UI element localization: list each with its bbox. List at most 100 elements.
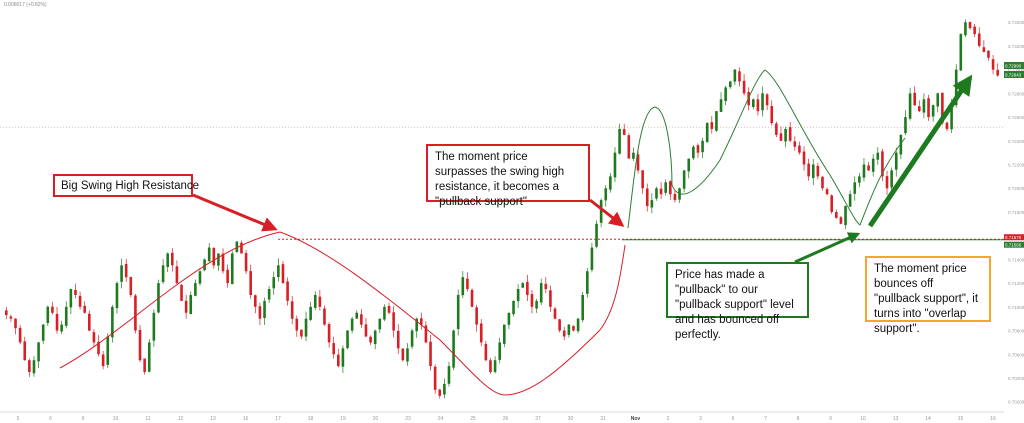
y-tick-label: 0.71800 <box>1008 210 1024 215</box>
candle-body <box>406 348 409 362</box>
candle-body <box>876 152 880 160</box>
candle-body <box>235 241 239 253</box>
candle-body <box>535 300 538 309</box>
candle-body <box>28 360 31 373</box>
x-tick-label: 3 <box>699 416 702 422</box>
candle-body <box>595 223 598 247</box>
candle-body <box>931 105 935 117</box>
candle-body <box>586 271 589 294</box>
candle-body <box>867 165 870 171</box>
candle-body <box>927 98 930 118</box>
arrow-swing-high <box>192 193 278 232</box>
candle-body <box>996 69 999 76</box>
candle-body <box>346 330 349 349</box>
candle-body <box>793 141 797 147</box>
candle-body <box>599 200 603 223</box>
candle-body <box>161 265 165 283</box>
candle-body <box>194 283 197 296</box>
candle-body <box>922 99 926 113</box>
candle-body <box>521 283 525 288</box>
price-badge <box>1004 62 1024 69</box>
arrow-surpass <box>589 198 625 227</box>
x-tick-label: 20 <box>373 416 379 422</box>
x-tick-label: 16 <box>243 416 249 422</box>
candle-body <box>258 306 262 319</box>
x-tick-label: 15 <box>958 416 964 422</box>
candle-body <box>871 158 875 172</box>
candle-body <box>816 165 820 177</box>
candle-body <box>733 69 737 82</box>
candle-body <box>41 324 45 341</box>
y-tick-label: 0.72600 <box>1008 115 1024 120</box>
candle-body <box>539 283 543 303</box>
price-badge <box>1004 71 1024 78</box>
candle-body <box>885 176 889 189</box>
candle-body <box>332 343 335 355</box>
candle-body <box>364 324 368 337</box>
candle-body <box>484 343 488 361</box>
y-tick-label: 0.73400 <box>1008 20 1024 25</box>
candle-body <box>452 330 455 368</box>
candle-body <box>728 81 732 88</box>
candle-body <box>848 194 852 207</box>
candle-body <box>784 128 787 142</box>
candle-body <box>987 50 990 58</box>
candle-body <box>558 319 561 331</box>
candle-body <box>143 358 146 373</box>
candle-body <box>908 93 912 119</box>
candle-body <box>295 318 299 331</box>
candle-body <box>802 151 806 165</box>
price-badge-label: 0.72943 <box>1005 73 1022 78</box>
x-tick-label: 13 <box>893 416 899 422</box>
candle-body <box>581 294 584 321</box>
candle-body <box>415 318 418 332</box>
candle-body <box>719 99 723 112</box>
x-tick-label: 31 <box>600 416 606 422</box>
candle-body <box>964 22 967 36</box>
candle-body <box>742 80 746 94</box>
candle-body <box>134 295 137 331</box>
y-tick-label: 0.71400 <box>1008 257 1024 262</box>
candle-body <box>83 305 86 313</box>
candle-body <box>88 313 91 331</box>
level-badge-label: 0.71566 <box>1005 243 1022 248</box>
candle-body <box>401 348 405 361</box>
price-badge-label: 0.72990 <box>1005 64 1022 69</box>
candle-body <box>9 316 13 319</box>
candle-body <box>387 306 391 313</box>
candle-body <box>184 300 188 313</box>
candle-body <box>807 163 810 177</box>
candle-body <box>821 176 824 189</box>
candle-body <box>120 265 123 282</box>
candle-body <box>941 92 944 124</box>
candle-body <box>613 152 617 178</box>
candle-body <box>825 189 829 195</box>
candle-body <box>226 269 229 284</box>
y-tick-label: 0.71000 <box>1008 305 1024 310</box>
candle-body <box>392 312 395 331</box>
x-tick-label: 23 <box>405 416 411 422</box>
candle-body <box>609 176 612 190</box>
x-tick-label: 18 <box>308 416 314 422</box>
candle-body <box>18 327 22 343</box>
candle-body <box>175 266 179 284</box>
candle-body <box>650 200 654 208</box>
candle-body <box>106 336 110 365</box>
callout-pullback: Price has made a "pullback" to our "pull… <box>666 262 809 341</box>
candle-body <box>111 306 114 338</box>
candle-body <box>950 105 953 130</box>
candle-body <box>378 318 382 330</box>
y-tick-label: 0.71200 <box>1008 281 1024 286</box>
candle-body <box>576 318 580 332</box>
candle-body <box>180 284 183 301</box>
y-tick-label: 0.72000 <box>1008 186 1024 191</box>
candle-body <box>618 128 621 154</box>
candle-body <box>682 170 686 189</box>
candle-body <box>327 324 331 343</box>
candle-body <box>788 127 792 141</box>
candle-body <box>811 164 815 179</box>
candle-body <box>715 111 718 131</box>
candle-body <box>37 342 40 362</box>
candle-body <box>74 289 77 295</box>
candle-body <box>147 342 151 372</box>
